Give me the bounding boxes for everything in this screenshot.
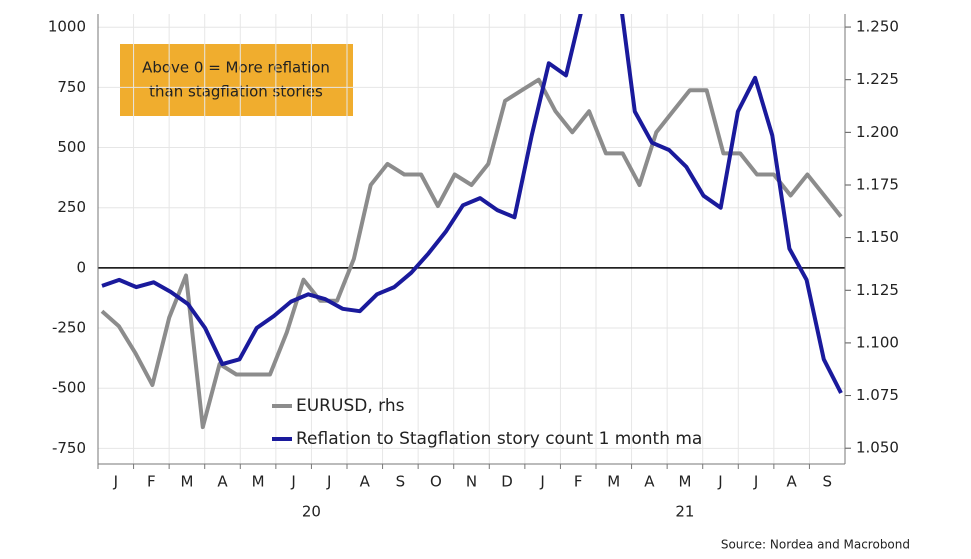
plot [100,14,843,430]
x-tick-label: J [717,473,722,491]
x-tick-label: J [290,473,295,491]
x-tick-label: D [501,473,513,491]
y-tick-label: 0 [76,258,86,276]
y2-tick-label: 1.250 [856,18,899,36]
y-tick-label: 750 [57,78,86,96]
x-tick-label: A [787,473,798,491]
x-tick-label: J [326,473,331,491]
x-tick-label: J [539,473,544,491]
y2-tick-label: 1.125 [856,281,899,299]
x-tick-label: S [822,473,832,491]
legend-label: Reflation to Stagflation story count 1 m… [296,429,702,449]
x-tick-label: N [466,473,477,491]
x-tick-label: F [147,473,156,491]
x-tick-label: A [217,473,228,491]
y-tick-label: -250 [52,319,86,337]
x-tick-label: J [113,473,118,491]
annotation-box [120,44,353,116]
y-tick-label: 1000 [48,18,86,36]
legend-label: EURUSD, rhs [296,396,405,416]
x-tick-label: M [180,473,193,491]
x-group-label: 20 [302,503,321,521]
x-tick-label: M [252,473,265,491]
annotation: Above 0 = More reflation [142,59,330,77]
y-tick-label: 250 [57,198,86,216]
y2-tick-label: 1.200 [856,123,899,141]
y-tick-label: -500 [52,379,86,397]
x-tick-label: A [644,473,655,491]
x-tick-label: F [574,473,583,491]
y2-tick-label: 1.175 [856,175,899,193]
y2-tick-label: 1.050 [856,439,899,457]
x-group-label: 21 [675,503,694,521]
source: Source: Nordea and Macrobond [721,538,910,552]
x-tick-label: J [753,473,758,491]
y2-tick-label: 1.075 [856,386,899,404]
x-tick-label: O [430,473,442,491]
x-tick-label: M [678,473,691,491]
series-line [101,14,843,394]
y-tick-label: 500 [57,138,86,156]
y2-tick-label: 1.225 [856,70,899,88]
x-tick-label: M [607,473,620,491]
y-tick-label: -750 [52,439,86,457]
x-tick-label: S [396,473,406,491]
y2-tick-label: 1.150 [856,228,899,246]
x-tick-label: A [360,473,371,491]
annotation: than stagflation stories [149,83,323,101]
y2-tick-label: 1.100 [856,333,899,351]
series-line [100,77,843,430]
